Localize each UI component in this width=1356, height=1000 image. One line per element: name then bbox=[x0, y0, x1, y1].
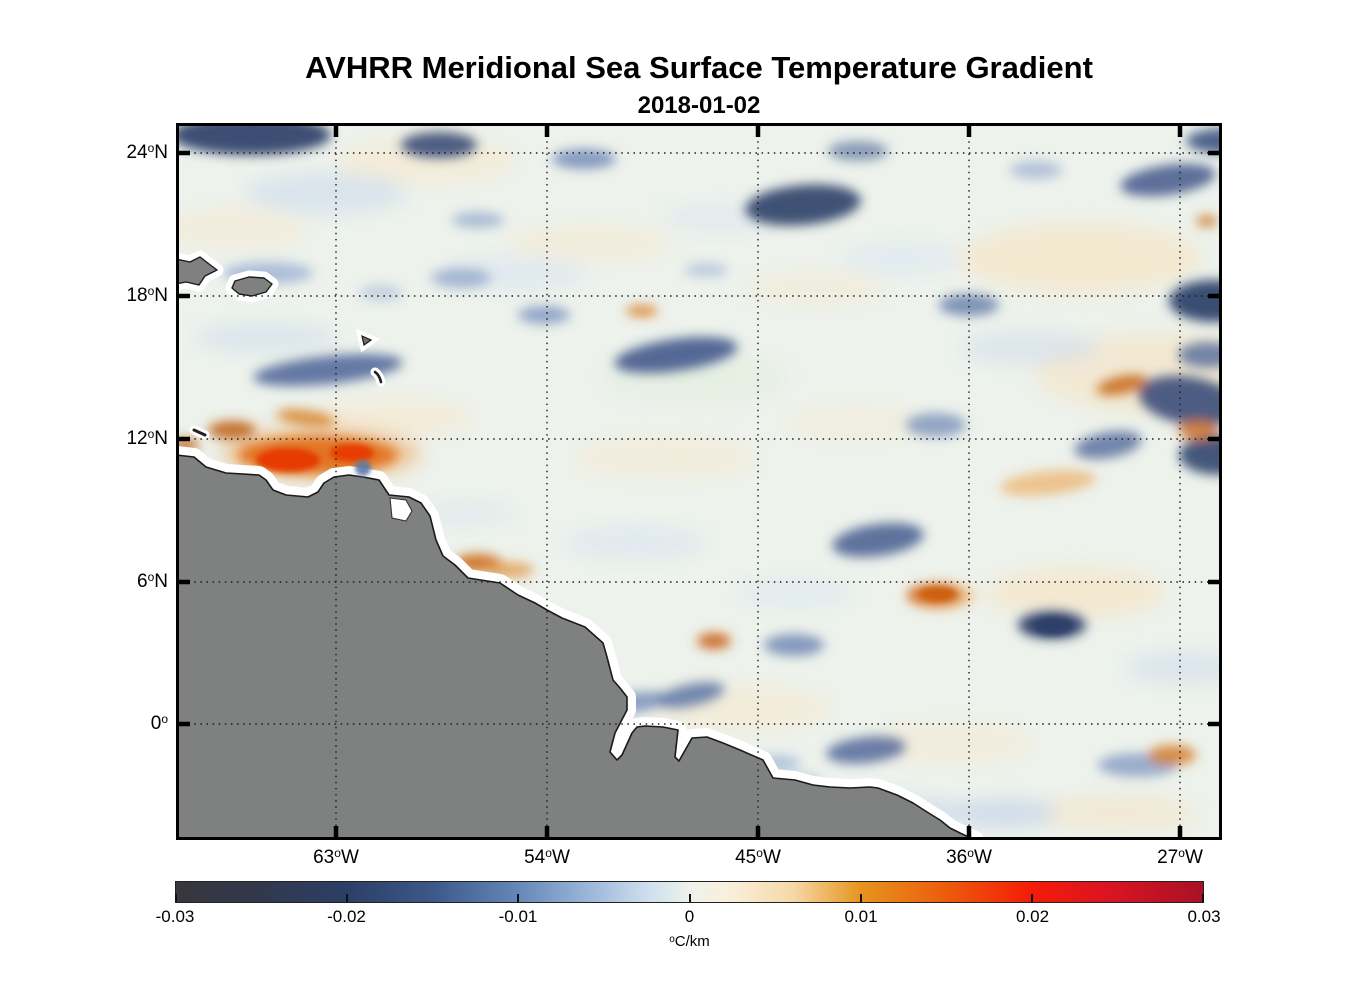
map-svg bbox=[176, 123, 1222, 840]
colorbar-tick-label: -0.02 bbox=[327, 907, 366, 926]
degree-symbol: o bbox=[967, 846, 974, 860]
degree-symbol: o bbox=[147, 427, 155, 441]
lon-label-63w: 63oW bbox=[291, 847, 381, 869]
lon-value: 36 bbox=[946, 847, 968, 868]
degree-symbol: o bbox=[669, 934, 675, 945]
lon-value: 54 bbox=[524, 847, 546, 868]
colorbar-tick bbox=[175, 894, 177, 902]
date-subtitle: 2018-01-02 bbox=[637, 92, 761, 119]
colorbar-tick-label: 0 bbox=[684, 907, 695, 926]
lat-label-18n: 18oN bbox=[58, 285, 168, 307]
lon-label-36w: 36oW bbox=[924, 847, 1014, 869]
degree-symbol: o bbox=[147, 570, 155, 584]
lon-hemisphere: W bbox=[1184, 847, 1203, 868]
lat-hemisphere: N bbox=[154, 571, 168, 592]
lat-label-6n: 6oN bbox=[58, 571, 168, 593]
lat-hemisphere: N bbox=[154, 142, 168, 163]
colorbar-tick bbox=[1202, 894, 1204, 902]
degree-symbol: o bbox=[334, 846, 341, 860]
colorbar-tick-label: 0.03 bbox=[1187, 907, 1221, 926]
page-title: AVHRR Meridional Sea Surface Temperature… bbox=[305, 50, 1093, 85]
lat-hemisphere: N bbox=[154, 285, 168, 306]
colorbar-tick-label: 0.02 bbox=[1015, 907, 1050, 926]
lat-value: 24 bbox=[126, 142, 148, 163]
lon-hemisphere: W bbox=[551, 847, 570, 868]
lat-label-24n: 24oN bbox=[58, 142, 168, 164]
lat-label-12n: 12oN bbox=[58, 428, 168, 450]
lat-hemisphere: N bbox=[154, 428, 168, 449]
lat-value: 12 bbox=[126, 428, 148, 449]
colorbar-unit-label: oC/km bbox=[175, 933, 1204, 950]
degree-symbol: o bbox=[756, 846, 763, 860]
colorbar-tick-label: -0.01 bbox=[498, 907, 538, 926]
colorbar-tick bbox=[688, 894, 691, 902]
lon-hemisphere: W bbox=[973, 847, 992, 868]
colorbar-tick-label: -0.03 bbox=[155, 907, 195, 926]
lon-value: 45 bbox=[735, 847, 757, 868]
lon-hemisphere: W bbox=[762, 847, 781, 868]
colorbar-tick bbox=[1030, 894, 1033, 902]
lon-label-45w: 45oW bbox=[713, 847, 803, 869]
degree-symbol: o bbox=[161, 712, 168, 726]
degree-symbol: o bbox=[1178, 846, 1185, 860]
lat-value: 6 bbox=[137, 571, 148, 592]
lat-value: 0 bbox=[150, 713, 162, 734]
lon-label-54w: 54oW bbox=[502, 847, 592, 869]
lon-label-27w: 27oW bbox=[1135, 847, 1225, 869]
lon-value: 27 bbox=[1157, 847, 1179, 868]
degree-symbol: o bbox=[147, 284, 155, 298]
lon-value: 63 bbox=[313, 847, 335, 868]
colorbar-tick bbox=[517, 894, 520, 902]
lat-value: 18 bbox=[126, 285, 148, 306]
lat-label-0: 0o bbox=[58, 713, 168, 735]
colorbar-gradient bbox=[175, 881, 1204, 903]
colorbar-tick bbox=[859, 894, 862, 902]
colorbar-tick-label: 0.01 bbox=[844, 907, 878, 926]
map-plot bbox=[176, 123, 1222, 840]
colorbar-labels: -0.03 -0.02 -0.01 0 0.01 0.02 0.03 bbox=[156, 907, 1221, 929]
unit-text: C/km bbox=[674, 933, 710, 950]
colorbar-tick bbox=[346, 894, 349, 902]
lon-hemisphere: W bbox=[340, 847, 359, 868]
degree-symbol: o bbox=[545, 846, 552, 860]
degree-symbol: o bbox=[147, 141, 155, 155]
